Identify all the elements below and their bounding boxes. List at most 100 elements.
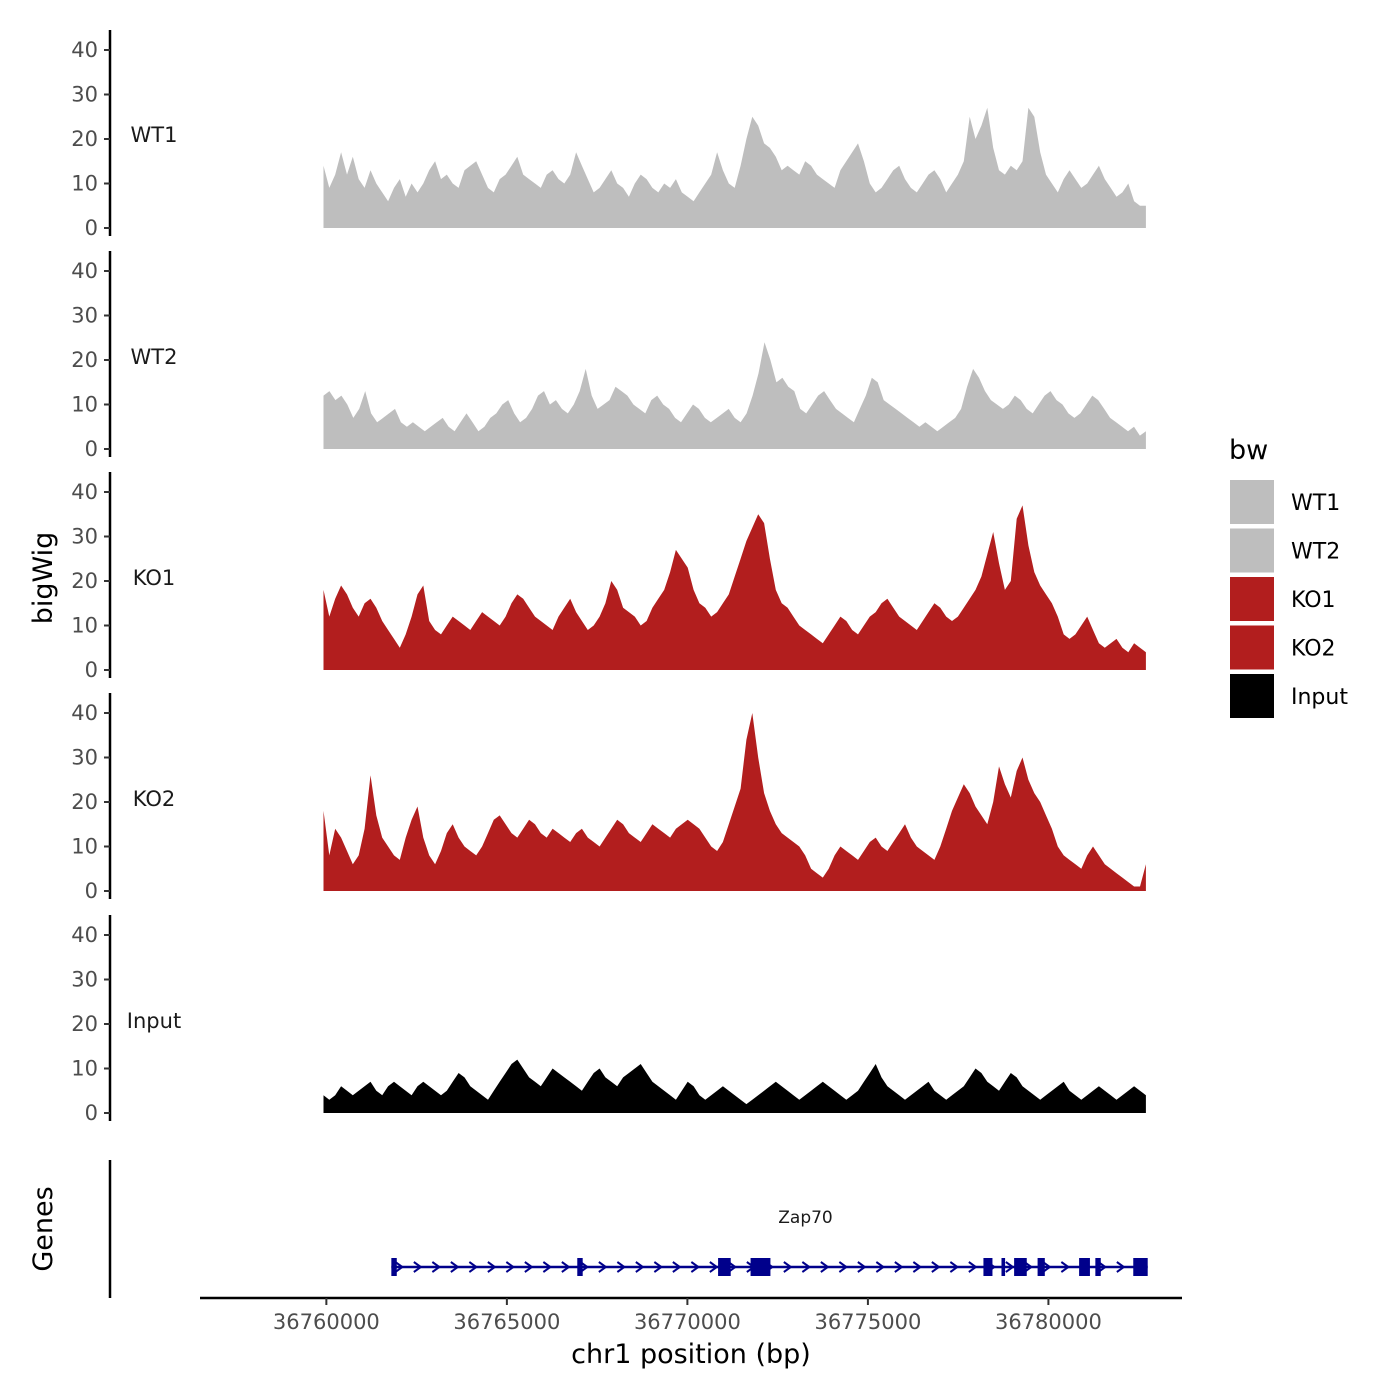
exon [1037, 1258, 1045, 1276]
coverage-area-wt1 [323, 107, 1146, 228]
strand-arrow [653, 1261, 664, 1273]
exon [391, 1258, 397, 1276]
exon [1014, 1258, 1027, 1276]
gene-zap70: Zap70 [391, 1208, 1148, 1276]
strand-arrow [598, 1261, 608, 1273]
gene-panel-title: Genes [28, 1186, 59, 1271]
y-tick-label: 20 [71, 127, 98, 151]
track-label-ko2: KO2 [133, 787, 176, 811]
strand-arrow [413, 1261, 423, 1273]
strand-arrow [838, 1261, 849, 1273]
exon [750, 1258, 771, 1276]
track-ko2: 0 10 20 30 40 KO2 [71, 693, 1146, 903]
strand-arrow [524, 1261, 534, 1273]
legend-title: bw [1229, 435, 1268, 466]
exon [1133, 1258, 1148, 1276]
exon [577, 1258, 583, 1276]
strand-arrow [635, 1261, 645, 1273]
exon [1079, 1258, 1090, 1276]
y-tick-label: 30 [71, 525, 98, 549]
strand-arrow [875, 1261, 886, 1273]
exon [1001, 1258, 1006, 1276]
exon [1095, 1258, 1101, 1276]
y-tick-label: 0 [85, 437, 98, 461]
strand-arrow [820, 1261, 830, 1273]
y-tick-label: 30 [71, 83, 98, 107]
y-tick-label: 40 [71, 259, 98, 283]
strand-arrow [487, 1261, 497, 1273]
legend: bw WT1 WT2 KO1 KO2 Input [1229, 435, 1348, 718]
strand-arrow [1116, 1261, 1126, 1273]
strand-arrow [505, 1261, 516, 1273]
track-input: 0 10 20 30 40 Input [71, 915, 1146, 1125]
y-tick-label: 40 [71, 701, 98, 725]
y-tick-label: 20 [71, 790, 98, 814]
y-tick-label: 40 [71, 923, 98, 947]
strand-arrow [542, 1261, 553, 1273]
coverage-area-wt2 [323, 342, 1146, 449]
legend-label-wt1: WT1 [1291, 491, 1340, 516]
strand-arrow [616, 1261, 627, 1273]
x-tick-label: 36780000 [995, 1310, 1102, 1334]
y-tick-label: 30 [71, 968, 98, 992]
strand-arrow [468, 1261, 479, 1273]
y-tick-label: 30 [71, 746, 98, 770]
legend-label-ko2: KO2 [1291, 637, 1336, 662]
y-tick-label: 10 [71, 614, 98, 638]
y-tick-label: 0 [85, 879, 98, 903]
exon [983, 1258, 993, 1276]
y-tick-label: 0 [85, 1101, 98, 1125]
x-tick-label: 36760000 [273, 1310, 380, 1334]
y-tick-label: 30 [71, 304, 98, 328]
track-wt2: 0 10 20 30 40 WT2 [71, 251, 1146, 461]
y-tick-label: 0 [85, 658, 98, 682]
y-tick-label: 10 [71, 1057, 98, 1081]
strand-arrow [912, 1261, 923, 1273]
strand-arrow [709, 1261, 719, 1273]
y-tick-label: 40 [71, 480, 98, 504]
legend-swatch-wt2 [1230, 528, 1274, 573]
track-wt1: 0 10 20 30 40 WT1 [71, 30, 1146, 240]
gene-panel: Zap70 [108, 1160, 1148, 1298]
coverage-area-input [323, 1059, 1146, 1113]
legend-swatch-input [1230, 674, 1274, 718]
track-label-input: Input [127, 1009, 181, 1033]
track-label-ko1: KO1 [133, 566, 176, 590]
strand-arrow [450, 1261, 460, 1273]
y-tick-label: 0 [85, 216, 98, 240]
strand-arrow [783, 1261, 793, 1273]
track-label-wt2: WT2 [131, 345, 178, 369]
exon [718, 1258, 731, 1276]
strand-arrow [801, 1261, 812, 1273]
track-ko1: 0 10 20 30 40 KO1 [71, 472, 1146, 682]
strand-arrow [949, 1261, 960, 1273]
strand-arrow [1042, 1261, 1052, 1273]
track-label-wt1: WT1 [131, 123, 178, 147]
strand-arrow [561, 1261, 571, 1273]
coverage-area-ko1 [323, 505, 1146, 670]
legend-label-input: Input [1291, 685, 1348, 710]
strand-arrow [968, 1261, 978, 1273]
y-tick-label: 20 [71, 569, 98, 593]
y-tick-label: 10 [71, 393, 98, 417]
strand-arrow [690, 1261, 701, 1273]
legend-swatch-ko1 [1230, 577, 1274, 621]
legend-label-ko1: KO1 [1291, 588, 1336, 613]
coverage-area-ko2 [323, 713, 1146, 891]
x-axis-title: chr1 position (bp) [571, 1339, 811, 1370]
y-tick-label: 10 [71, 835, 98, 859]
strand-arrow [931, 1261, 941, 1273]
y-tick-label: 40 [71, 38, 98, 62]
legend-label-wt2: WT2 [1291, 540, 1340, 565]
strand-arrow [394, 1261, 405, 1273]
y-tick-label: 10 [71, 172, 98, 196]
strand-arrow [672, 1261, 682, 1273]
strand-arrow [431, 1261, 442, 1273]
strand-arrow [857, 1261, 867, 1273]
coverage-tracks: 0 10 20 30 40 WT1 0 10 20 30 40 WT2 0 10 20 30 40 KO1 0 10 2… [71, 30, 1146, 1125]
strand-arrow [1060, 1261, 1071, 1273]
y-tick-label: 20 [71, 1012, 98, 1036]
gene-name-label: Zap70 [778, 1208, 833, 1228]
legend-swatch-ko2 [1230, 625, 1274, 670]
